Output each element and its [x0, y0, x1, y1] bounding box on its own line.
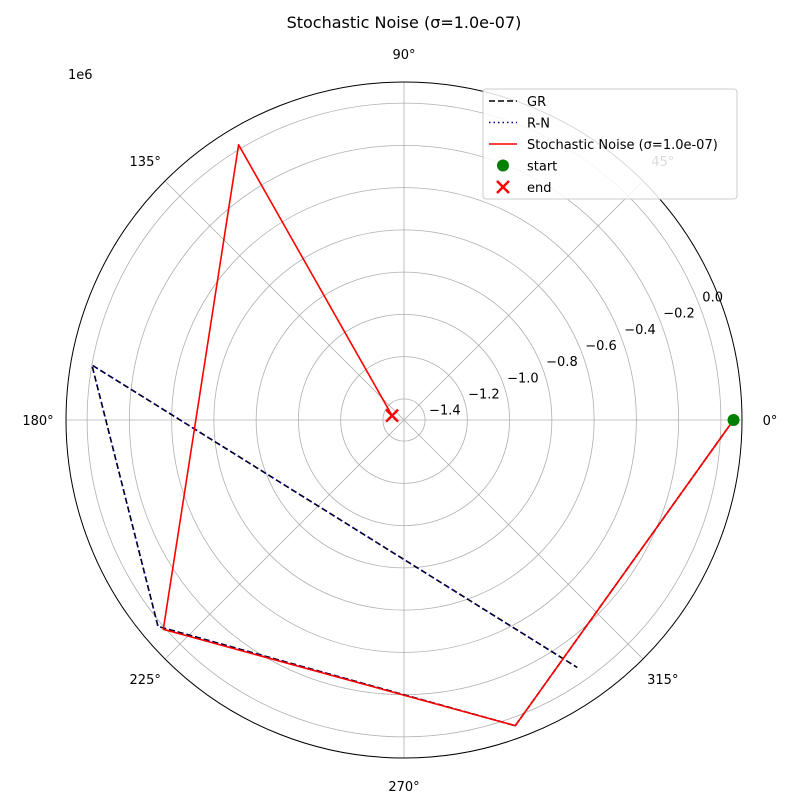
theta-tick-label-0: 0°	[763, 414, 778, 429]
theta-tick-label-3: 135°	[130, 155, 161, 170]
legend-item-3: start	[497, 159, 557, 175]
legend-label-4: end	[527, 181, 552, 196]
theta-gridline-1	[403, 180, 644, 421]
legend-label-0: GR	[527, 95, 546, 110]
r-tick-label-5: −0.4	[624, 323, 656, 338]
r-tick-label-6: −0.2	[663, 307, 695, 322]
legend-item-4: end	[496, 180, 552, 196]
legend-swatch-3	[497, 159, 509, 172]
legend-label-2: Stochastic Noise (σ=1.0e-07)	[527, 138, 718, 153]
legend-box	[482, 88, 738, 200]
theta-tick-label-5: 225°	[130, 673, 161, 688]
series-group	[91, 144, 735, 727]
r-tick-label-2: −1.0	[507, 371, 539, 386]
theta-tick-label-4: 180°	[22, 414, 53, 429]
legend-item-0: GR	[489, 95, 546, 110]
r-tick-label-3: −0.8	[546, 355, 578, 370]
r-tick-label-0: −1.4	[429, 404, 461, 419]
chart-title: Stochastic Noise (σ=1.0e-07)	[287, 13, 522, 32]
series-line-2	[162, 144, 735, 727]
theta-gridline-5	[164, 419, 405, 660]
theta-tick-label-2: 90°	[392, 48, 415, 63]
legend-label-1: R-N	[527, 117, 550, 132]
r-offset-label: 1e6	[68, 68, 93, 83]
marker-group	[385, 408, 740, 426]
legend-item-2: Stochastic Noise (σ=1.0e-07)	[489, 138, 718, 153]
r-tick-label-7: 0.0	[702, 290, 723, 305]
polar-outer-boundary	[65, 81, 743, 759]
legend: GR R-N Stochastic Noise (σ=1.0e-07) start en…	[482, 88, 738, 200]
r-tick-label-4: −0.6	[585, 339, 617, 354]
legend-label-3: start	[527, 160, 557, 175]
end-marker	[385, 408, 399, 423]
series-line-0	[91, 364, 735, 727]
series-line-1	[91, 364, 735, 727]
start-marker	[727, 414, 740, 426]
r-tick-label-1: −1.2	[468, 387, 500, 402]
theta-gridline-7	[403, 419, 644, 660]
legend-swatch-4	[496, 180, 510, 194]
theta-gridline-3	[164, 180, 405, 421]
theta-tick-label-7: 315°	[647, 673, 678, 688]
theta-tick-label-6: 270°	[388, 780, 419, 795]
legend-item-1: R-N	[489, 117, 550, 132]
